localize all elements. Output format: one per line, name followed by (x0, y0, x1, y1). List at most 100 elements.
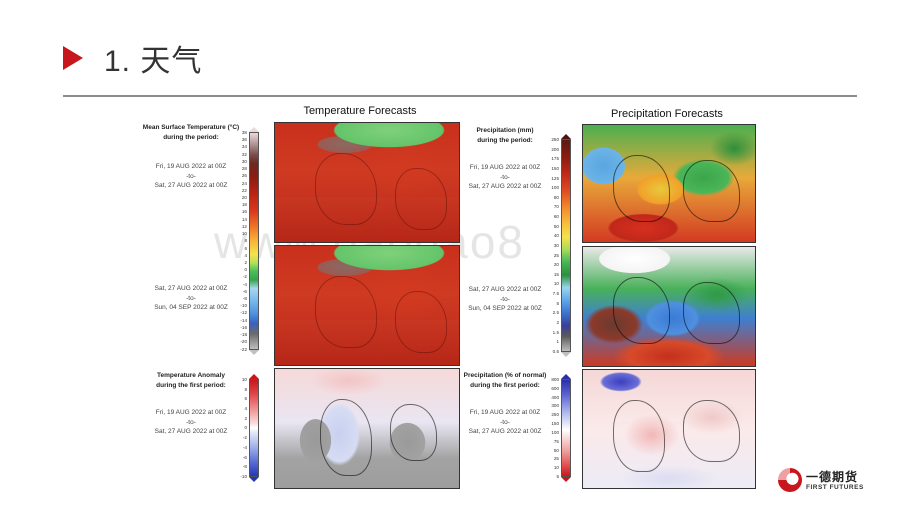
precipitation-tick: 5 (556, 300, 559, 306)
temperature-tick: -8 (242, 296, 247, 302)
precipitation-tick: 40 (553, 233, 559, 239)
temperature-tick: 26 (241, 173, 247, 179)
temperature-panel-title: Temperature Forecasts (303, 105, 417, 117)
precipitation-tick: 25 (553, 252, 559, 258)
precipitation-colorbar (561, 134, 571, 357)
temp-period1-start: Fri, 19 AUG 2022 at 00Z (155, 163, 227, 170)
temp-anomaly-period-end: Sat, 27 AUG 2022 at 00Z (154, 428, 228, 435)
temperature-map-period2 (274, 245, 460, 366)
precipitation-tick: 20 (553, 262, 559, 268)
temperature-tick: -10 (240, 303, 247, 309)
logo-text-cn: 一德期货 (806, 470, 859, 484)
temperature-tick: -14 (240, 317, 247, 323)
temp-period1-label: Fri, 19 AUG 2022 at 00Z -to- Sat, 27 AUG… (136, 162, 246, 191)
precipitation-tick: 2 (556, 319, 559, 325)
temperature-tick: 28 (241, 166, 247, 172)
logo-text-en: FIRST FUTURES (806, 484, 864, 491)
precipitation-tick: 30 (553, 242, 559, 248)
precipitation-legend-title: Precipitation (mm) during the period: (476, 127, 534, 144)
temp-anomaly-legend-title: Temperature Anomaly during the first per… (156, 372, 226, 389)
temperature-tick: -16 (240, 324, 247, 330)
temp-anomaly-tick: -6 (242, 454, 247, 460)
temp-anomaly-period-label: Fri, 19 AUG 2022 at 00Z -to- Sat, 27 AUG… (136, 408, 246, 437)
temp-anomaly-tick: 6 (244, 396, 247, 402)
temp-period1-end: Sat, 27 AUG 2022 at 00Z (154, 182, 228, 189)
temp-anomaly-period-start: Fri, 19 AUG 2022 at 00Z (155, 409, 227, 416)
temperature-tick: -20 (240, 339, 247, 345)
precipitation-tick: 80 (553, 194, 559, 200)
precip-anomaly-period-start: Fri, 19 AUG 2022 at 00Z (469, 409, 541, 416)
precipitation-tick: 70 (553, 204, 559, 210)
precipitation-map-period1 (582, 124, 756, 243)
precip-period2-to: -to- (500, 295, 510, 303)
precipitation-tick: 1 (556, 339, 559, 345)
temperature-tick: 16 (241, 209, 247, 215)
temperature-tick: 20 (241, 194, 247, 200)
precipitation-tick: 250 (551, 137, 559, 142)
temperature-tick: 38 (241, 130, 247, 135)
temperature-tick: 22 (241, 187, 247, 193)
precip-period1-end: Sat, 27 AUG 2022 at 00Z (468, 183, 542, 190)
temperature-tick: 18 (241, 202, 247, 208)
temperature-tick: 8 (244, 238, 247, 244)
temperature-colorbar-ticks: 38 36 34 32 30 28 26 24 22 20 18 16 14 12 10 8 6 4 2 0 -2 -4-… (233, 130, 247, 352)
temp-period2-start: Sat, 27 AUG 2022 at 00Z (154, 285, 228, 292)
precipitation-tick: 150 (551, 165, 559, 171)
company-logo: 一德期货 FIRST FUTURES (778, 466, 868, 500)
temperature-tick: -18 (240, 332, 247, 338)
precip-anomaly-tick: 800 (551, 377, 559, 382)
temperature-tick: 12 (241, 223, 247, 229)
temp-anomaly-tick: 8 (244, 386, 247, 392)
precip-anomaly-tick: 150 (551, 421, 559, 427)
precipitation-tick: 2.5 (552, 310, 559, 316)
temp-anomaly-tick: 2 (244, 415, 247, 421)
precip-period1-start: Fri, 19 AUG 2022 at 00Z (469, 164, 541, 171)
precip-anomaly-tick: 400 (551, 394, 559, 400)
temperature-tick: 14 (241, 216, 247, 222)
temperature-tick: 30 (241, 158, 247, 164)
precip-anomaly-tick: 50 (553, 447, 559, 453)
temp-anomaly-colorbar (249, 374, 259, 482)
precipitation-anomaly-map (582, 369, 756, 489)
temperature-tick: 0 (244, 267, 247, 273)
precip-anomaly-period-end: Sat, 27 AUG 2022 at 00Z (468, 428, 542, 435)
temperature-legend-title: Mean Surface Temperature (°C) during the… (142, 124, 240, 141)
temp-anomaly-tick: -10 (240, 473, 247, 479)
precip-anomaly-tick: 10 (553, 465, 559, 471)
precipitation-tick: 175 (551, 156, 559, 162)
precipitation-map-period2 (582, 246, 756, 367)
title-divider (63, 95, 857, 97)
temperature-tick: 24 (241, 180, 247, 186)
precip-anomaly-tick: 100 (551, 429, 559, 435)
precip-anomaly-tick: 75 (553, 438, 559, 444)
temperature-tick: 10 (241, 231, 247, 237)
precip-anomaly-legend-title: Precipitation (% of normal) during the f… (463, 372, 547, 389)
temperature-tick: -12 (240, 310, 247, 316)
temp-anomaly-colorbar-ticks: 10 8 6 4 2 0 -2 -4 -6 -8 -10 (233, 377, 247, 479)
precip-period2-label: Sat, 27 AUG 2022 at 00Z -to- Sun, 04 SEP… (450, 285, 560, 314)
precip-anomaly-tick: 5 (556, 473, 559, 479)
precipitation-tick: 50 (553, 223, 559, 229)
title-arrow-icon (63, 46, 83, 70)
temperature-tick: 6 (244, 245, 247, 251)
precip-period1-label: Fri, 19 AUG 2022 at 00Z -to- Sat, 27 AUG… (450, 163, 560, 192)
precipitation-tick: 10 (553, 281, 559, 287)
temp-anomaly-tick: 4 (244, 406, 247, 412)
temperature-tick: 4 (244, 252, 247, 258)
precip-anomaly-period-label: Fri, 19 AUG 2022 at 00Z -to- Sat, 27 AUG… (450, 408, 560, 437)
precip-anomaly-colorbar-ticks: 800 600 400 300 250 150 100 75 50 25 10 5 (545, 377, 559, 479)
precipitation-tick: 125 (551, 175, 559, 181)
temperature-tick: -22 (240, 346, 247, 352)
temperature-map-period1 (274, 122, 460, 243)
precip-anomaly-colorbar (561, 374, 571, 482)
precipitation-tick: 200 (551, 146, 559, 152)
precip-period2-start: Sat, 27 AUG 2022 at 00Z (468, 286, 542, 293)
slide-title: 1. 天气 (104, 45, 203, 78)
precip-anomaly-tick: 600 (551, 385, 559, 391)
precip-anomaly-period-to: -to- (500, 418, 510, 426)
precipitation-tick: 60 (553, 214, 559, 219)
temp-anomaly-tick: -2 (242, 435, 247, 441)
precip-period1-to: -to- (500, 173, 510, 181)
temperature-tick: 36 (241, 137, 247, 143)
precip-anomaly-tick: 25 (553, 456, 559, 462)
